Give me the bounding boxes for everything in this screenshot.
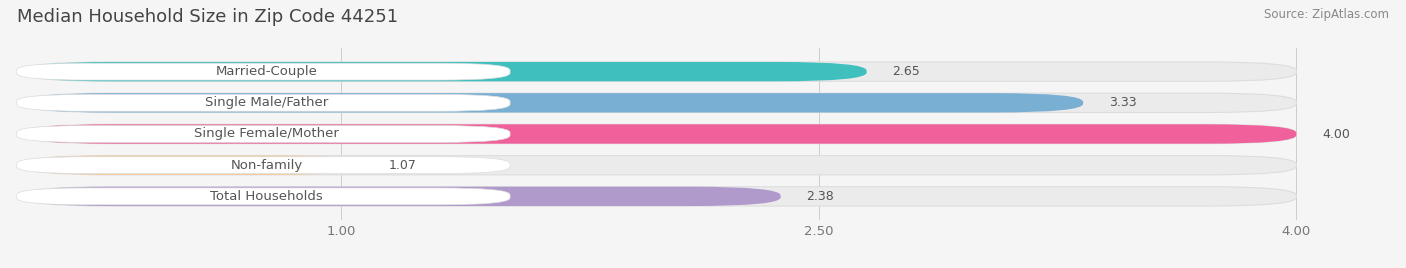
- FancyBboxPatch shape: [22, 124, 1296, 144]
- Text: Total Households: Total Households: [209, 190, 323, 203]
- FancyBboxPatch shape: [17, 63, 510, 80]
- Text: Married-Couple: Married-Couple: [215, 65, 318, 78]
- FancyBboxPatch shape: [17, 188, 510, 205]
- FancyBboxPatch shape: [22, 187, 780, 206]
- FancyBboxPatch shape: [17, 126, 510, 142]
- Text: Median Household Size in Zip Code 44251: Median Household Size in Zip Code 44251: [17, 8, 398, 26]
- FancyBboxPatch shape: [22, 93, 1296, 113]
- Text: Single Male/Father: Single Male/Father: [205, 96, 328, 109]
- Text: 2.65: 2.65: [891, 65, 920, 78]
- Text: Single Female/Mother: Single Female/Mother: [194, 128, 339, 140]
- Text: 4.00: 4.00: [1322, 128, 1350, 140]
- Text: Source: ZipAtlas.com: Source: ZipAtlas.com: [1264, 8, 1389, 21]
- FancyBboxPatch shape: [22, 93, 1083, 113]
- Text: 1.07: 1.07: [389, 159, 418, 172]
- FancyBboxPatch shape: [22, 155, 1296, 175]
- Text: Non-family: Non-family: [231, 159, 302, 172]
- FancyBboxPatch shape: [17, 94, 510, 111]
- FancyBboxPatch shape: [22, 62, 1296, 81]
- FancyBboxPatch shape: [17, 157, 510, 174]
- FancyBboxPatch shape: [22, 187, 1296, 206]
- FancyBboxPatch shape: [22, 124, 1296, 144]
- FancyBboxPatch shape: [22, 62, 866, 81]
- Text: 2.38: 2.38: [806, 190, 834, 203]
- FancyBboxPatch shape: [22, 155, 364, 175]
- Text: 3.33: 3.33: [1108, 96, 1136, 109]
